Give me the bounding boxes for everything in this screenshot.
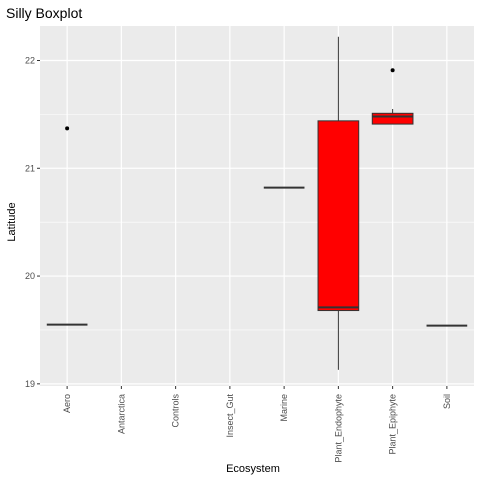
x-axis-title: Ecosystem — [226, 463, 280, 475]
y-axis-title: Latitude — [6, 202, 18, 241]
x-tick-label: Marine — [279, 394, 289, 422]
y-tick-label: 21 — [25, 163, 35, 173]
x-tick-label: Plant_Endophyte — [333, 394, 343, 463]
box-aero — [46, 126, 88, 326]
plot-panel — [40, 26, 474, 386]
x-tick-label: Aero — [62, 394, 72, 413]
outlier-point — [390, 68, 395, 73]
box-series — [46, 36, 468, 370]
chart-title: Silly Boxplot — [6, 5, 82, 21]
outlier-point — [65, 126, 70, 131]
y-tick-label: 19 — [25, 379, 35, 389]
box-body — [317, 120, 360, 312]
x-tick-label: Antarctica — [116, 394, 126, 434]
x-tick-label: Controls — [171, 394, 181, 428]
box-body — [371, 112, 414, 125]
x-tick-label: Soil — [442, 394, 452, 409]
x-axis: Aero Antarctica Controls Insect_Gut Marine Pl… — [62, 386, 452, 463]
y-tick-label: 22 — [25, 55, 35, 65]
box-plant-epiphyte — [371, 68, 414, 125]
x-tick-label: Plant_Epiphyte — [388, 394, 398, 455]
y-tick-label: 20 — [25, 271, 35, 281]
y-axis: 19 20 21 22 — [25, 55, 40, 389]
box-plant-endophyte — [317, 36, 360, 370]
x-tick-label: Insect_Gut — [225, 394, 235, 438]
